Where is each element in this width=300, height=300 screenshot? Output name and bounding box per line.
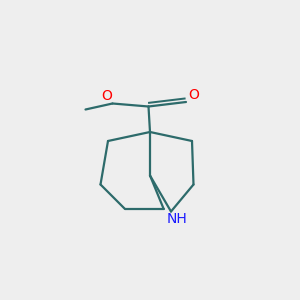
- Text: O: O: [188, 88, 199, 102]
- Text: NH: NH: [167, 212, 188, 226]
- Text: O: O: [101, 89, 112, 103]
